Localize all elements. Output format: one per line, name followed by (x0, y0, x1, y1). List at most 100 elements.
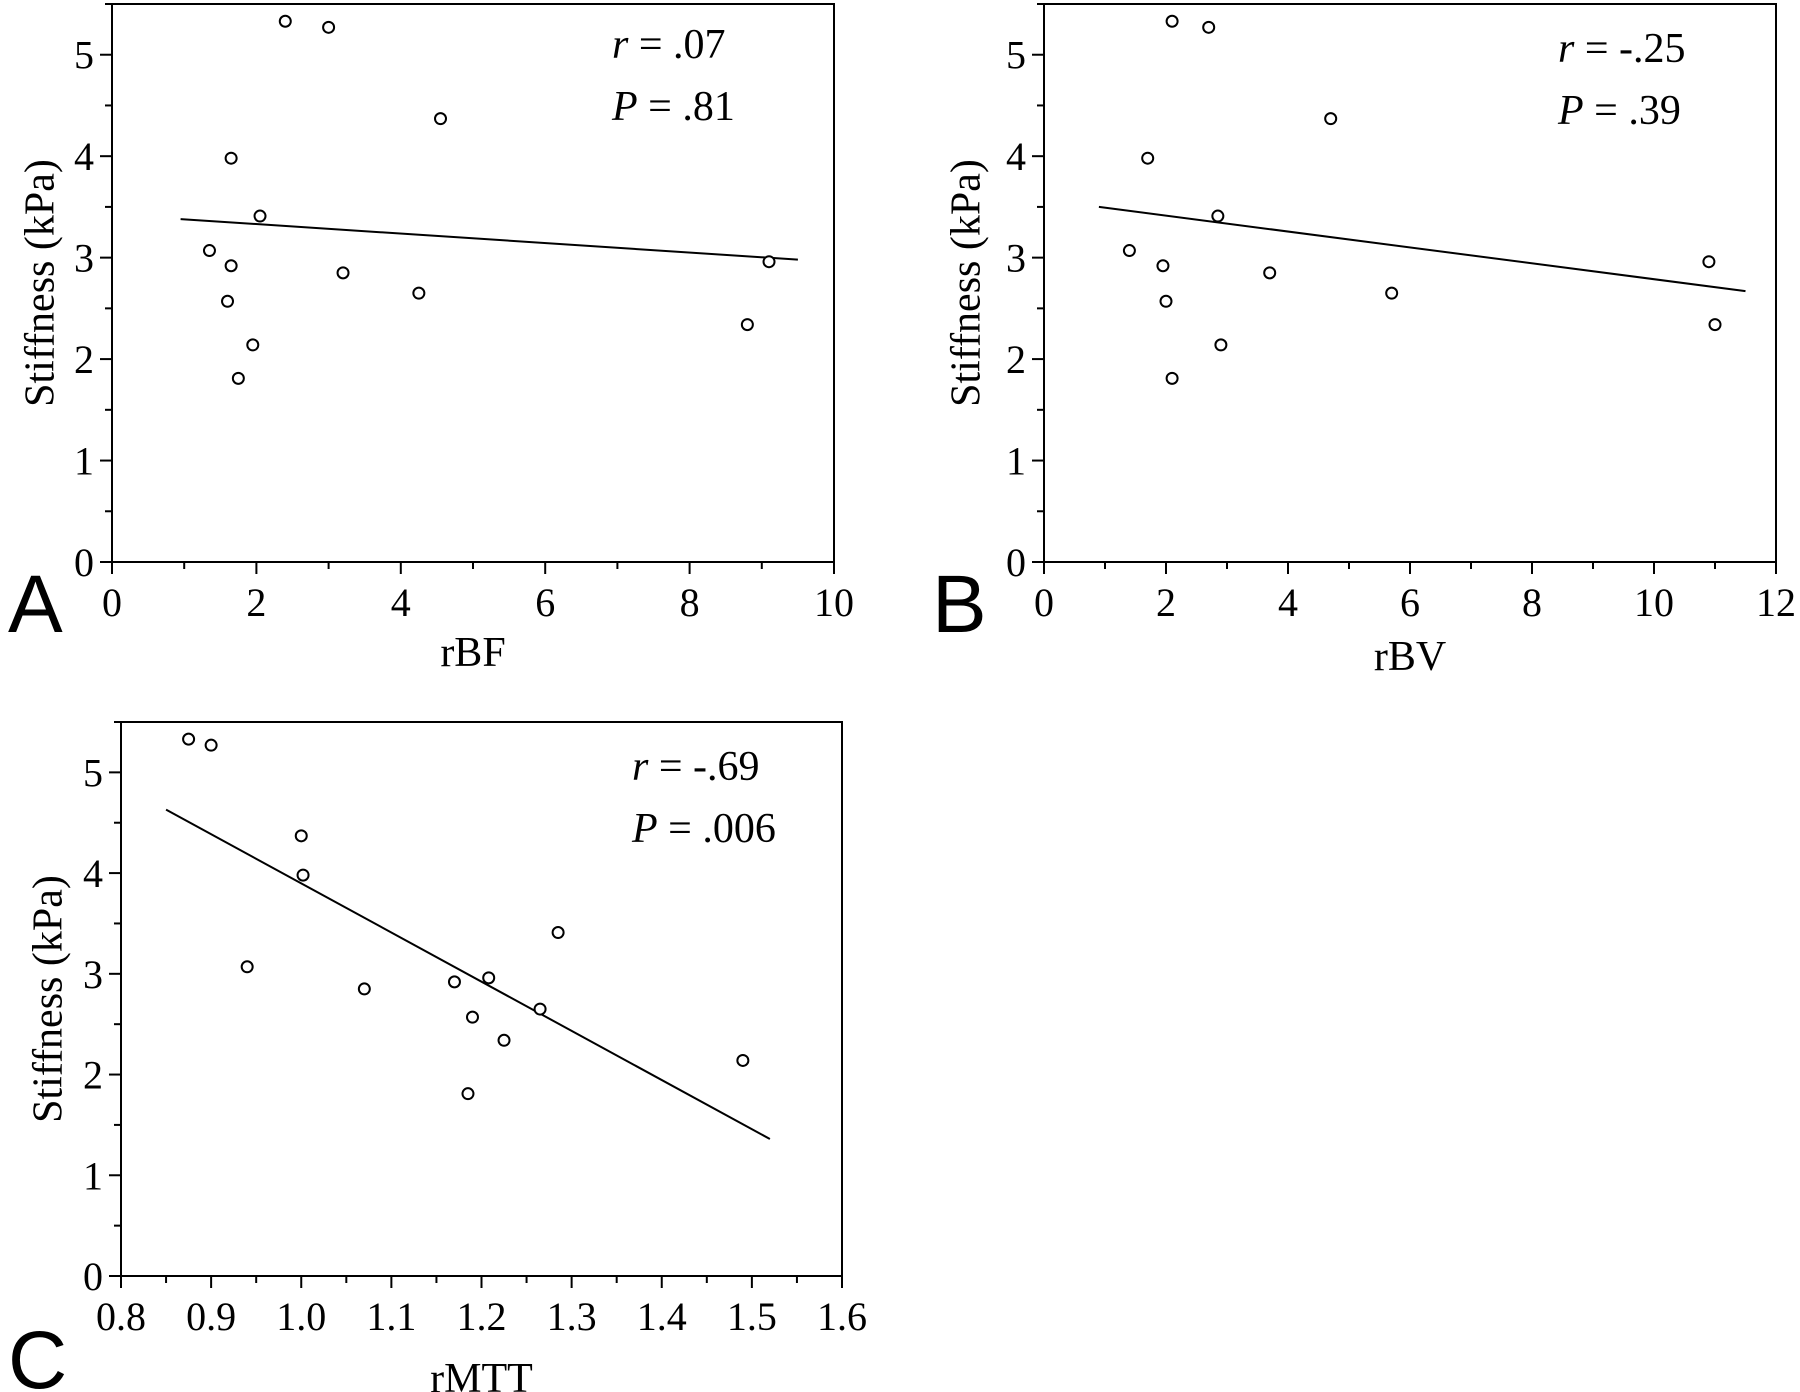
data-point (182, 732, 196, 746)
x-tick-label: 8 (680, 580, 700, 625)
y-axis-label: Stiffness (kPa) (18, 159, 64, 407)
data-point (736, 1053, 750, 1067)
data-point (497, 1033, 511, 1047)
x-tick-label: 12 (1756, 580, 1796, 625)
data-point (253, 209, 267, 223)
data-point (551, 926, 565, 940)
y-tick-label: 4 (1006, 134, 1026, 179)
x-tick-label: 6 (535, 580, 555, 625)
data-point (322, 20, 336, 34)
y-tick-label: 5 (1006, 33, 1026, 78)
x-tick-label: 8 (1522, 580, 1542, 625)
data-point (357, 982, 371, 996)
data-point (204, 738, 218, 752)
x-tick-label: 1.6 (817, 1294, 867, 1339)
y-tick-label: 1 (74, 439, 94, 484)
y-tick-label: 1 (83, 1153, 103, 1198)
x-tick-label: 1.5 (727, 1294, 777, 1339)
data-point (1159, 294, 1173, 308)
data-point (1385, 286, 1399, 300)
x-tick-label: 0 (1034, 580, 1054, 625)
data-point (231, 371, 245, 385)
y-tick-label: 0 (74, 540, 94, 585)
data-point (482, 971, 496, 985)
data-point (447, 975, 461, 989)
data-point (336, 266, 350, 280)
data-point (1122, 244, 1136, 258)
y-axis-label: Stiffness (kPa) (944, 159, 990, 407)
x-tick-label: 10 (1634, 580, 1674, 625)
x-axis-label: rMTT (430, 1356, 533, 1392)
data-point (412, 286, 426, 300)
p-value: = .39 (1584, 88, 1681, 134)
data-point (762, 255, 776, 269)
data-point (221, 294, 235, 308)
regression-line (165, 808, 771, 1140)
data-point (1141, 151, 1155, 165)
p-annotation: P = .81 (611, 84, 735, 130)
x-tick-label: 0.8 (96, 1294, 146, 1339)
r-annotation: r = .07 (612, 22, 726, 68)
x-tick-label: 4 (1278, 580, 1298, 625)
r-value: = -.25 (1574, 26, 1685, 72)
r-symbol: r (1558, 26, 1575, 72)
x-tick-label: 2 (1156, 580, 1176, 625)
y-tick-label: 2 (83, 1053, 103, 1098)
y-tick-label: 3 (83, 952, 103, 997)
y-tick-label: 0 (1006, 540, 1026, 585)
chart-panel-c: 0.8 0.9 1.0 1.1 1.2 1.3 1.4 1.5 1.6 0 1 2 3 4 5 rMTT Sti… (8, 721, 867, 1392)
p-value: = .006 (658, 806, 776, 852)
x-tick-label: 1.0 (276, 1294, 326, 1339)
data-point (246, 338, 260, 352)
p-symbol: P (611, 84, 638, 130)
data-point (434, 112, 448, 126)
data-point (533, 1002, 547, 1016)
x-tick-label: 1.3 (547, 1294, 597, 1339)
y-tick-label: 2 (74, 337, 94, 382)
data-point (1263, 266, 1277, 280)
y-axis-label: Stiffness (kPa) (26, 875, 72, 1123)
p-value: = .81 (638, 84, 735, 130)
y-tick-label: 4 (74, 134, 94, 179)
regression-line (1098, 205, 1746, 293)
p-symbol: P (631, 806, 658, 852)
data-point (224, 151, 238, 165)
r-value: = -.69 (648, 744, 759, 790)
data-point (1165, 371, 1179, 385)
p-symbol: P (1557, 88, 1584, 134)
r-value: = .07 (628, 22, 725, 68)
data-point (1165, 14, 1179, 28)
r-symbol: r (612, 22, 629, 68)
x-tick-label: 0.9 (186, 1294, 236, 1339)
y-tick-label: 3 (1006, 236, 1026, 281)
chart-panel-a: 0 2 4 6 8 10 0 1 2 3 4 5 rBF Stiffness (kPa) Ar = .07 P… (8, 3, 854, 676)
data-point (1202, 20, 1216, 34)
y-tick-label: 0 (83, 1254, 103, 1299)
x-tick-label: 2 (246, 580, 266, 625)
y-tick-label: 3 (74, 236, 94, 281)
data-point (461, 1087, 475, 1101)
x-tick-label: 1.1 (366, 1294, 416, 1339)
r-annotation: r = -.69 (632, 744, 760, 790)
x-tick-label: 1.2 (457, 1294, 507, 1339)
x-tick-label: 6 (1400, 580, 1420, 625)
data-point (1156, 259, 1170, 273)
data-point (224, 259, 238, 273)
x-tick-label: 10 (814, 580, 854, 625)
data-point (1708, 318, 1722, 332)
regression-line (180, 218, 798, 261)
x-tick-label: 1.4 (637, 1294, 687, 1339)
y-tick-label: 1 (1006, 439, 1026, 484)
p-annotation: P = .39 (1557, 88, 1681, 134)
data-point (296, 868, 310, 882)
x-axis-label: rBV (1374, 634, 1446, 680)
y-tick-label: 5 (83, 750, 103, 795)
panel-letter: C (8, 1315, 67, 1392)
data-point (278, 14, 292, 28)
x-tick-label: 0 (102, 580, 122, 625)
panel-letter: B (932, 559, 987, 650)
p-annotation: P = .006 (631, 806, 776, 852)
y-tick-label: 2 (1006, 337, 1026, 382)
